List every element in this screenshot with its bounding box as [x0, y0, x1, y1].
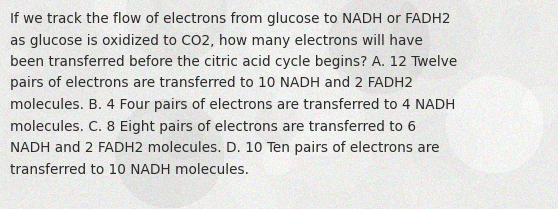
Text: as glucose is oxidized to CO2, how many electrons will have: as glucose is oxidized to CO2, how many …: [10, 33, 423, 47]
Text: pairs of electrons are transferred to 10 NADH and 2 FADH2: pairs of electrons are transferred to 10…: [10, 76, 413, 90]
Text: If we track the flow of electrons from glucose to NADH or FADH2: If we track the flow of electrons from g…: [10, 12, 450, 26]
Text: been transferred before the citric acid cycle begins? A. 12 Twelve: been transferred before the citric acid …: [10, 55, 457, 69]
Text: molecules. B. 4 Four pairs of electrons are transferred to 4 NADH: molecules. B. 4 Four pairs of electrons …: [10, 98, 455, 112]
Text: NADH and 2 FADH2 molecules. D. 10 Ten pairs of electrons are: NADH and 2 FADH2 molecules. D. 10 Ten pa…: [10, 141, 440, 155]
Text: molecules. C. 8 Eight pairs of electrons are transferred to 6: molecules. C. 8 Eight pairs of electrons…: [10, 120, 416, 134]
Text: transferred to 10 NADH molecules.: transferred to 10 NADH molecules.: [10, 163, 249, 176]
